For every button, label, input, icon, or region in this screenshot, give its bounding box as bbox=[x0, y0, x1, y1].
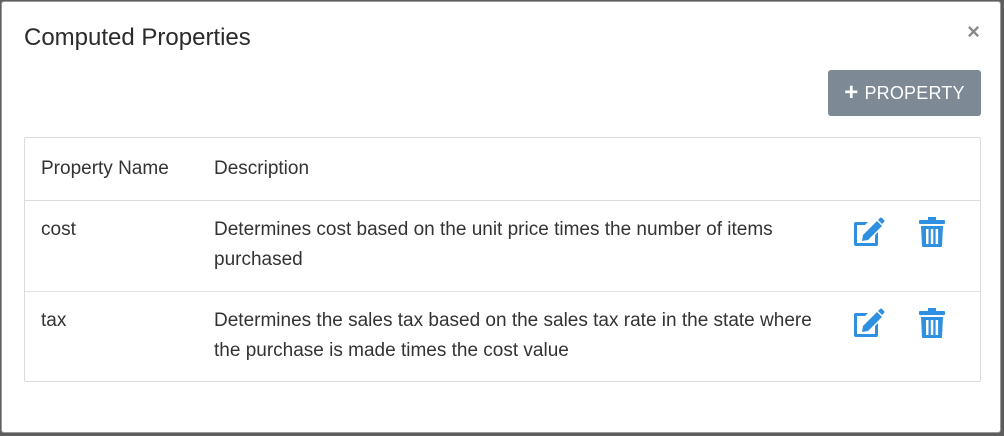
column-header-property-name: Property Name bbox=[41, 158, 169, 179]
plus-icon: + bbox=[844, 79, 859, 106]
close-button[interactable]: × bbox=[967, 19, 980, 44]
add-property-button[interactable]: + PROPERTY bbox=[828, 70, 981, 116]
property-name: cost bbox=[41, 219, 76, 240]
property-description: Determines cost based on the unit price … bbox=[214, 219, 773, 270]
column-header-description: Description bbox=[214, 158, 310, 179]
add-property-label: PROPERTY bbox=[864, 82, 965, 103]
modal-title: Computed Properties bbox=[24, 24, 251, 51]
table-row: cost Determines cost based on the unit p… bbox=[25, 201, 980, 292]
table-row: tax Determines the sales tax based on th… bbox=[25, 292, 980, 381]
trash-icon[interactable] bbox=[918, 216, 954, 250]
property-name: tax bbox=[41, 310, 67, 331]
edit-icon[interactable] bbox=[851, 307, 887, 341]
edit-icon[interactable] bbox=[851, 216, 887, 250]
properties-table: Property Name Description cost Determine… bbox=[24, 137, 981, 382]
table-header: Property Name Description bbox=[25, 138, 980, 201]
property-description: Determines the sales tax based on the sa… bbox=[214, 310, 812, 361]
trash-icon[interactable] bbox=[918, 307, 954, 341]
